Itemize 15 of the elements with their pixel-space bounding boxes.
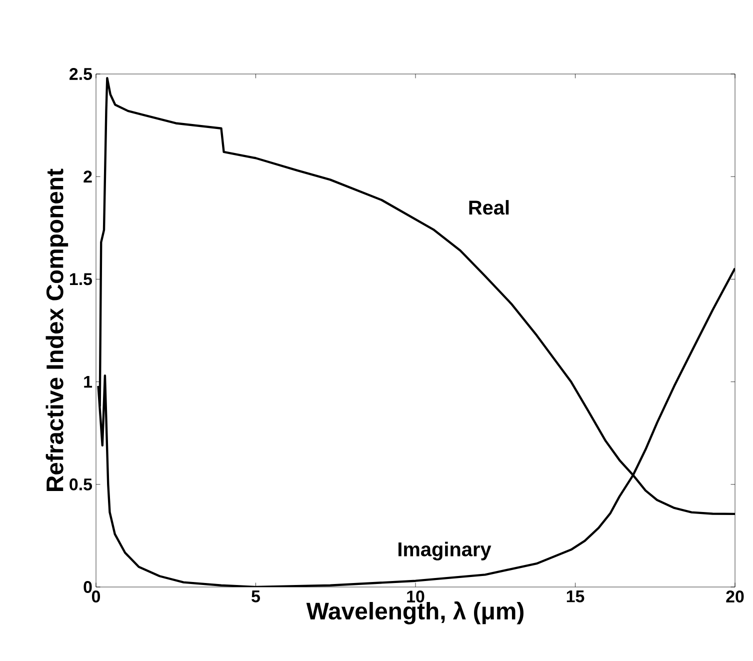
x-tick-label: 0 xyxy=(92,590,100,603)
y-tick-label: 0 xyxy=(84,581,92,593)
x-axis-title: Wavelength, λ (μm) xyxy=(306,601,524,624)
series-label: Real xyxy=(469,200,509,215)
x-tick-label: 5 xyxy=(252,590,260,602)
series-label: Imaginary xyxy=(398,542,492,560)
y-tick-label: 2 xyxy=(84,170,92,183)
y-tick-label: 2.5 xyxy=(70,68,92,80)
x-tick-label: 20 xyxy=(726,590,744,603)
y-tick-label: 0.5 xyxy=(70,478,92,490)
x-tick-label: 15 xyxy=(566,590,584,602)
y-axis-title: Refractive Index Component xyxy=(46,168,68,491)
x-tick-label: 10 xyxy=(407,590,424,603)
y-tick-label: 1.5 xyxy=(70,273,92,286)
y-tick-label: 1 xyxy=(84,376,92,388)
